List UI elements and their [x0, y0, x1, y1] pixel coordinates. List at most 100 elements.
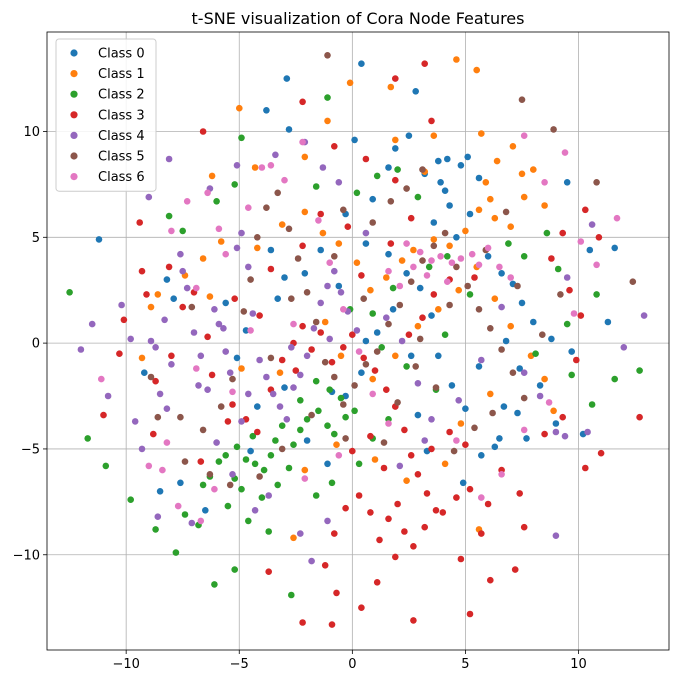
data-point — [317, 299, 325, 307]
data-point — [281, 384, 288, 391]
data-point — [215, 320, 223, 328]
data-point — [238, 134, 245, 142]
data-point — [541, 179, 548, 186]
data-point — [290, 534, 297, 542]
data-point — [147, 303, 155, 311]
data-point — [299, 98, 306, 106]
data-point — [95, 236, 103, 243]
data-point — [507, 274, 514, 281]
legend-label: Class 2 — [98, 88, 145, 103]
data-point — [131, 418, 139, 425]
data-point — [428, 312, 435, 319]
data-point — [550, 407, 557, 415]
data-point — [199, 128, 207, 135]
data-point — [611, 244, 618, 252]
data-point — [204, 333, 211, 341]
y-tick-label: 10 — [23, 125, 40, 140]
data-point — [335, 179, 343, 186]
data-point — [498, 471, 505, 478]
data-point — [392, 352, 399, 360]
data-point — [245, 517, 252, 525]
data-point — [403, 270, 410, 277]
data-point — [403, 185, 410, 192]
data-point — [120, 316, 128, 324]
data-point — [414, 193, 422, 201]
legend: Class 0 Class 1 Class 2 Class 3 Class 4 Class… — [55, 38, 157, 192]
data-point — [421, 523, 429, 531]
data-point — [154, 513, 162, 520]
data-point — [152, 377, 159, 385]
data-point — [604, 318, 612, 326]
data-point — [292, 367, 300, 374]
data-point — [484, 244, 492, 252]
data-point — [403, 477, 410, 485]
data-point — [466, 210, 474, 218]
data-point — [342, 504, 349, 512]
data-point — [231, 181, 238, 188]
data-point — [396, 462, 404, 470]
data-point — [249, 310, 257, 317]
data-point — [236, 104, 243, 112]
data-point — [116, 350, 123, 358]
data-point — [301, 466, 309, 474]
data-point — [514, 409, 521, 417]
data-point — [516, 490, 523, 497]
legend-box — [55, 38, 157, 192]
data-point — [231, 566, 238, 573]
data-point — [407, 452, 415, 459]
data-point — [435, 352, 442, 360]
data-point — [342, 435, 349, 442]
data-point — [446, 202, 453, 209]
data-point — [548, 255, 555, 262]
data-point — [518, 299, 526, 307]
data-point — [222, 348, 229, 355]
data-point — [283, 416, 291, 423]
data-point — [118, 301, 125, 309]
data-point — [509, 369, 517, 377]
data-point — [258, 494, 266, 501]
data-point — [156, 488, 164, 495]
data-point — [145, 193, 153, 201]
data-point — [288, 295, 295, 303]
data-point — [100, 411, 107, 419]
data-point — [199, 255, 207, 262]
data-point — [389, 284, 397, 292]
data-point — [394, 500, 401, 508]
data-point — [530, 166, 537, 173]
data-point — [315, 407, 322, 415]
data-point — [520, 369, 528, 377]
data-point — [346, 79, 354, 87]
data-point — [362, 361, 370, 368]
data-point — [561, 432, 569, 440]
data-point — [401, 528, 408, 535]
data-point — [249, 432, 257, 440]
data-point — [326, 335, 334, 343]
data-point — [448, 259, 456, 267]
data-point — [435, 306, 442, 313]
data-point — [104, 392, 112, 400]
data-point — [573, 356, 580, 364]
data-point — [208, 371, 216, 379]
data-point — [177, 479, 184, 487]
data-point — [340, 206, 347, 214]
data-point — [378, 344, 386, 351]
data-point — [317, 246, 325, 254]
data-point — [152, 344, 159, 351]
data-point — [222, 299, 229, 307]
data-point — [285, 225, 293, 233]
data-point — [410, 543, 417, 550]
data-point — [369, 390, 377, 398]
data-point — [403, 240, 410, 247]
data-point — [168, 361, 175, 368]
series-class-4 — [77, 138, 648, 565]
data-point — [276, 403, 284, 410]
data-point — [204, 386, 211, 394]
data-point — [453, 263, 460, 271]
data-point — [315, 217, 322, 224]
x-tick-label: 0 — [348, 657, 356, 672]
data-point — [453, 494, 460, 501]
data-point — [301, 153, 309, 161]
data-point — [335, 240, 343, 247]
data-point — [177, 250, 184, 258]
data-point — [217, 238, 225, 245]
